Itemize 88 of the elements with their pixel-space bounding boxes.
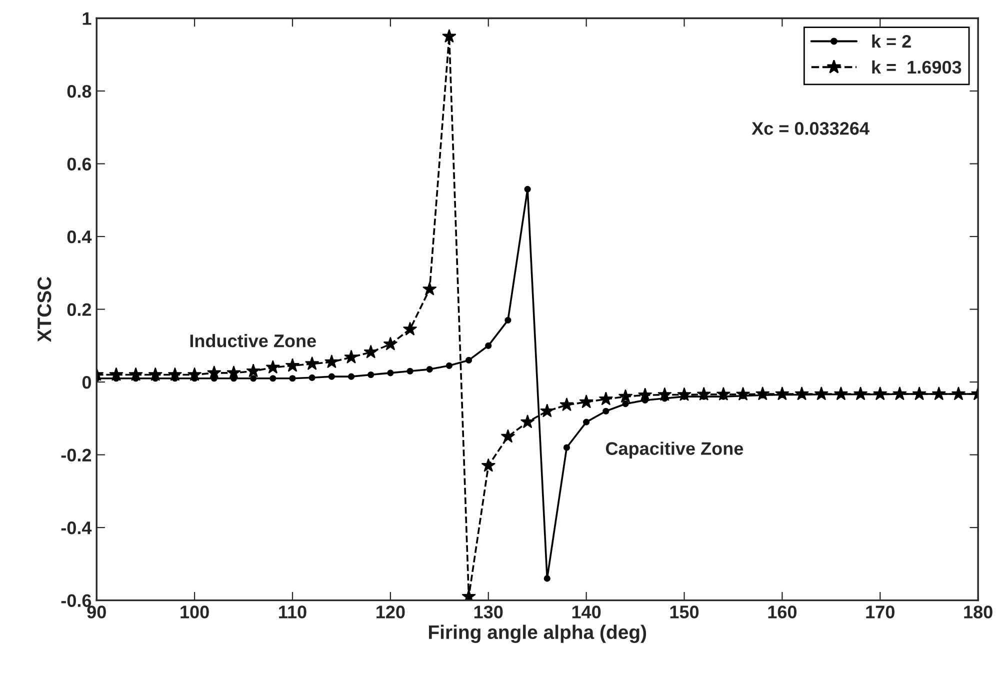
point	[563, 444, 570, 451]
point	[446, 362, 452, 369]
point	[814, 386, 828, 400]
point	[500, 429, 516, 443]
point	[266, 360, 280, 374]
point	[755, 386, 770, 400]
point	[579, 394, 594, 408]
legend-label: k = 2	[872, 34, 911, 48]
point	[892, 386, 907, 400]
x-tick-label: 150	[670, 606, 699, 618]
point	[328, 373, 335, 380]
point	[226, 365, 241, 380]
point	[348, 373, 355, 380]
point	[187, 367, 202, 381]
point	[308, 374, 316, 381]
point	[402, 322, 418, 336]
x-tick-label: 100	[180, 606, 209, 618]
point	[622, 400, 629, 408]
legend-label: k = 1.6903	[872, 60, 962, 74]
point	[462, 589, 476, 600]
point	[387, 370, 394, 376]
point	[246, 364, 260, 378]
point	[383, 336, 398, 350]
point	[544, 575, 550, 582]
point	[560, 397, 574, 412]
point	[520, 414, 535, 428]
point	[148, 367, 162, 381]
x-tick-label: 130	[474, 606, 503, 618]
y-tick-label: 0	[82, 376, 92, 389]
annotation: Capacitive Zone	[606, 442, 744, 459]
point	[442, 28, 456, 43]
point	[481, 458, 496, 472]
y-tick-label: -0.4	[61, 521, 92, 534]
x-tick-label: 140	[572, 606, 601, 618]
point	[128, 367, 143, 381]
point	[324, 354, 339, 368]
point	[270, 375, 276, 382]
y-tick-label: 0.4	[67, 230, 92, 244]
x-tick-label: 180	[964, 606, 992, 618]
point	[250, 375, 257, 382]
point	[422, 282, 437, 296]
point	[207, 365, 222, 380]
point	[364, 344, 378, 358]
point	[834, 386, 848, 400]
point	[618, 389, 633, 403]
point	[304, 356, 320, 370]
annotation: Xc = 0.033264	[752, 122, 870, 135]
x-tick-label: 160	[768, 606, 797, 618]
point	[677, 387, 692, 401]
y-tick-label: 0.8	[67, 84, 92, 98]
x-tick-label: 110	[279, 606, 306, 618]
point	[853, 386, 868, 400]
point	[583, 418, 590, 426]
point	[658, 387, 672, 401]
point	[524, 186, 531, 193]
y-tick-label: 0.2	[67, 303, 92, 316]
point	[873, 386, 888, 400]
point	[638, 388, 652, 402]
x-axis-title: Firing angle alpha (deg)	[429, 624, 646, 643]
y-tick-label: -0.2	[61, 448, 92, 462]
y-tick-label: 0.6	[67, 158, 92, 170]
point	[540, 404, 554, 418]
point	[426, 366, 433, 373]
annotation: Inductive Zone	[190, 334, 316, 348]
point	[598, 392, 614, 406]
x-tick-label: 170	[866, 606, 894, 618]
y-tick-label: -0.6	[61, 594, 92, 608]
point	[368, 371, 374, 378]
y-tick-label: 1	[82, 12, 92, 25]
point	[465, 356, 472, 364]
point	[932, 386, 946, 400]
x-tick-label: 90	[87, 606, 106, 618]
point	[794, 386, 809, 400]
point	[406, 368, 414, 374]
point	[168, 367, 182, 381]
point	[289, 375, 296, 382]
point	[716, 386, 731, 401]
x-tick-label: 120	[376, 606, 405, 618]
point	[775, 386, 790, 400]
point	[504, 316, 512, 324]
y-axis-title: XTCSC	[37, 276, 52, 342]
point	[344, 350, 358, 364]
point	[285, 358, 300, 372]
point	[485, 342, 492, 349]
point	[109, 367, 124, 381]
point	[696, 386, 711, 401]
point	[736, 386, 750, 401]
point	[602, 408, 610, 414]
